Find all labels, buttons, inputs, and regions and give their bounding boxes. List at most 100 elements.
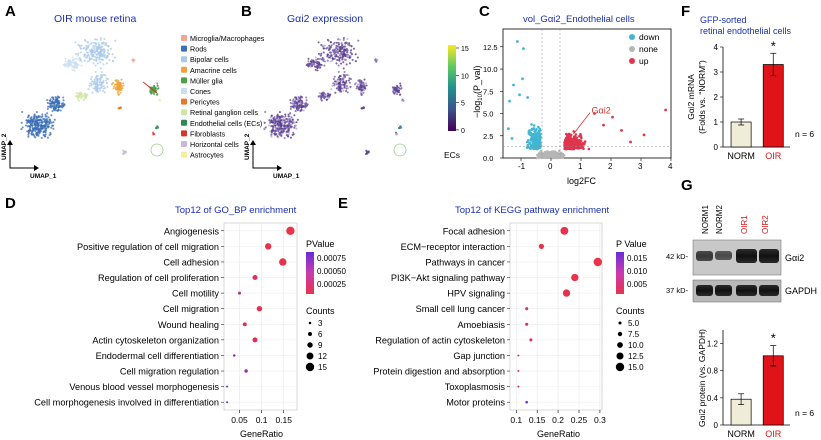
go-bp-x-label: GeneRatio bbox=[240, 429, 283, 439]
umap-b-cell bbox=[296, 103, 299, 106]
umap-a-cell bbox=[50, 114, 53, 117]
umap-b-cell bbox=[309, 62, 312, 65]
umap-b-cell bbox=[337, 38, 340, 41]
dotplot-legend-size-dot bbox=[308, 321, 312, 325]
umap-b-cell bbox=[325, 47, 328, 50]
kegg-dotplot: Focal adhesion ECM−receptor interaction Pa… bbox=[373, 223, 606, 425]
legend-label: Horizontal cells bbox=[190, 140, 239, 149]
umap-b-cell bbox=[286, 124, 289, 127]
umap-a-cell bbox=[102, 47, 105, 51]
umap-b-cell bbox=[343, 48, 346, 51]
umap-b-cell bbox=[399, 87, 402, 90]
legend-swatch bbox=[181, 35, 187, 41]
umap-b-cell bbox=[310, 60, 313, 63]
umap-a-cell bbox=[102, 89, 105, 93]
umap-b-cell bbox=[342, 50, 345, 53]
umap-b-plot bbox=[263, 36, 407, 157]
umap-a-cell bbox=[100, 58, 103, 61]
umap-a-cell bbox=[96, 85, 99, 88]
umap-b-cell bbox=[336, 51, 340, 55]
umap-b-cell bbox=[346, 91, 349, 94]
panel-a-title: OIR mouse retina bbox=[54, 13, 136, 25]
umap-b-cell bbox=[277, 128, 280, 131]
legend-swatch bbox=[181, 130, 187, 137]
umap-a-cell bbox=[79, 47, 82, 50]
panel-letter-d: D bbox=[5, 195, 16, 212]
umap-a-cell bbox=[80, 44, 83, 47]
umap-a-cell bbox=[92, 81, 95, 84]
bar-y-label: (Folds vs. “NORM”) bbox=[697, 60, 707, 134]
umap-a-cell bbox=[43, 130, 46, 133]
umap-a-cell bbox=[86, 46, 89, 49]
umap-b-cell bbox=[362, 91, 365, 94]
umap-a-cell bbox=[95, 38, 98, 41]
umap-b-cell bbox=[325, 98, 328, 101]
dotplot-point bbox=[232, 354, 236, 357]
umap-b-cell bbox=[288, 119, 291, 123]
umap-b-cell bbox=[314, 65, 317, 68]
umap-a-cell bbox=[55, 104, 58, 108]
umap-b-cell bbox=[399, 84, 402, 88]
umap-b-cell bbox=[349, 51, 352, 54]
umap-a-cell bbox=[73, 66, 76, 69]
dotplot-category-label: Protein digestion and absorption bbox=[373, 367, 505, 377]
umap-b-cell bbox=[338, 46, 341, 49]
dotplot-category-label: Cell migration regulation bbox=[120, 367, 219, 377]
umap-b-cell bbox=[333, 53, 336, 56]
umap-b-cell bbox=[282, 130, 285, 133]
volcano-point-none bbox=[549, 154, 552, 157]
umap-b-cell bbox=[294, 124, 298, 127]
umap-a-cell bbox=[55, 97, 58, 100]
umap-b-cell bbox=[347, 74, 350, 77]
umap-b-cell bbox=[342, 67, 345, 70]
umap-b-cell bbox=[311, 65, 314, 68]
umap-a-cell bbox=[62, 96, 65, 99]
umap-a-cell bbox=[58, 106, 61, 109]
umap-b-cell bbox=[336, 59, 339, 62]
umap-a-cell bbox=[79, 94, 82, 97]
dotplot-legend-size-dot bbox=[615, 362, 625, 372]
umap-b-cell bbox=[337, 64, 340, 67]
umap-b-cell bbox=[299, 109, 302, 112]
gai2-band-oir2 bbox=[759, 249, 779, 263]
umap-a-cell bbox=[154, 87, 157, 90]
umap-b-cell bbox=[270, 131, 273, 134]
dotplot-point bbox=[517, 354, 520, 357]
umap-a-cell bbox=[51, 110, 54, 113]
volcano-legend-label: none bbox=[639, 44, 658, 54]
bar-y-tick-label: 0 bbox=[714, 421, 719, 430]
umap-a-cell bbox=[53, 118, 56, 121]
umap-b-cell bbox=[398, 91, 401, 94]
umap-b-cell bbox=[337, 43, 340, 46]
umap-b-cell bbox=[290, 125, 293, 128]
umap-a-cell bbox=[104, 79, 108, 82]
umap-a-cell bbox=[46, 99, 49, 102]
bar-n-label: n = 6 bbox=[795, 129, 814, 139]
umap-b-cell bbox=[327, 39, 330, 42]
volcano-point-down bbox=[510, 137, 514, 140]
umap-a-cell bbox=[100, 48, 103, 51]
umap-b-cell bbox=[344, 42, 347, 45]
volcano-point-down bbox=[537, 125, 540, 129]
volcano-point-down bbox=[535, 146, 538, 149]
umap-b-cell bbox=[327, 94, 330, 97]
umap-b-cell bbox=[294, 104, 297, 107]
legend-swatch bbox=[181, 66, 187, 73]
dotplot-category-label: Cell morphogenesis involved in different… bbox=[34, 398, 219, 408]
umap-a-cell bbox=[27, 131, 30, 134]
umap-b-cell bbox=[354, 53, 357, 56]
umap-a-cell bbox=[47, 123, 50, 126]
umap-b-cell bbox=[360, 79, 363, 83]
umap-b-cell bbox=[289, 112, 292, 115]
dotplot-legend-counts-tick: 6 bbox=[318, 330, 323, 339]
umap-b-cell bbox=[305, 96, 308, 99]
umap-b-cell bbox=[293, 103, 296, 106]
umap-a-cell bbox=[102, 85, 105, 88]
umap-b-cell bbox=[296, 108, 299, 111]
umap-a-cell bbox=[37, 128, 40, 132]
umap-b-cell bbox=[322, 51, 325, 54]
umap-b-cell bbox=[306, 103, 309, 106]
dotplot-legend-pvalue-title: PValue bbox=[306, 239, 334, 249]
umap-a-cell bbox=[21, 110, 24, 114]
volcano-point-up bbox=[582, 147, 585, 151]
